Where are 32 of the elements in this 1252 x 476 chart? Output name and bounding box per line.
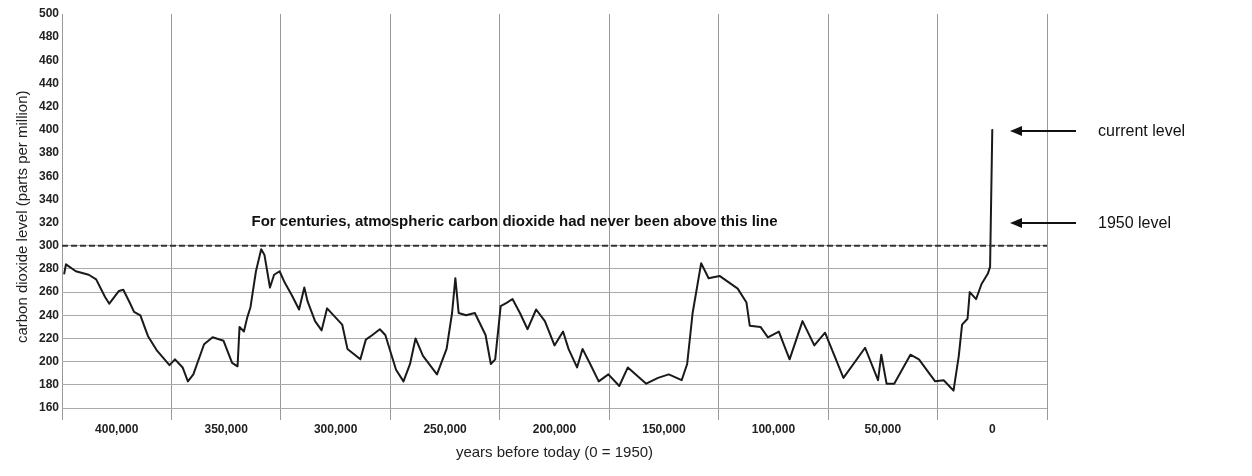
ref-line-label: For centuries, atmospheric carbon dioxide had never been above this line — [251, 212, 778, 230]
x-tick-label: 400,000 — [95, 422, 139, 437]
x-tick-label: 150,000 — [642, 422, 686, 437]
y-tick-label: 280 — [38, 261, 60, 276]
y-tick-label: 440 — [38, 75, 60, 90]
x-tick-label: 50,000 — [864, 422, 902, 437]
x-tick-label: 300,000 — [313, 422, 358, 437]
y-tick-label: 200 — [38, 353, 60, 368]
y-tick-label: 260 — [38, 284, 60, 299]
x-tick-label: 250,000 — [423, 422, 468, 437]
x-tick-label: 100,000 — [751, 422, 796, 437]
y-tick-label: 220 — [38, 330, 60, 345]
x-tick-label: 0 — [988, 422, 996, 437]
y-tick-label: 240 — [38, 307, 60, 322]
y-tick-label: 360 — [38, 168, 60, 183]
y-tick-label: 500 — [38, 6, 60, 21]
y-tick-label: 180 — [38, 377, 60, 392]
y-tick-label: 340 — [38, 191, 60, 206]
x-tick-label: 350,000 — [204, 422, 249, 437]
y-tick-label: 480 — [38, 29, 60, 44]
y-tick-label: 380 — [38, 145, 60, 160]
y-tick-label: 460 — [38, 52, 60, 67]
y-tick-label: 300 — [38, 238, 60, 253]
y-tick-label: 320 — [38, 214, 60, 229]
y-tick-label: 400 — [38, 122, 60, 137]
x-axis-title: years before today (0 = 1950) — [455, 443, 654, 461]
text: current level — [1098, 122, 1186, 140]
x-tick-label: 200,000 — [532, 422, 577, 437]
y-tick-label: 420 — [38, 99, 60, 114]
y-tick-label: 160 — [38, 400, 60, 415]
text: 1950 level — [1098, 214, 1171, 232]
y-axis-title: carbon dioxide level (parts per million) — [13, 90, 31, 344]
